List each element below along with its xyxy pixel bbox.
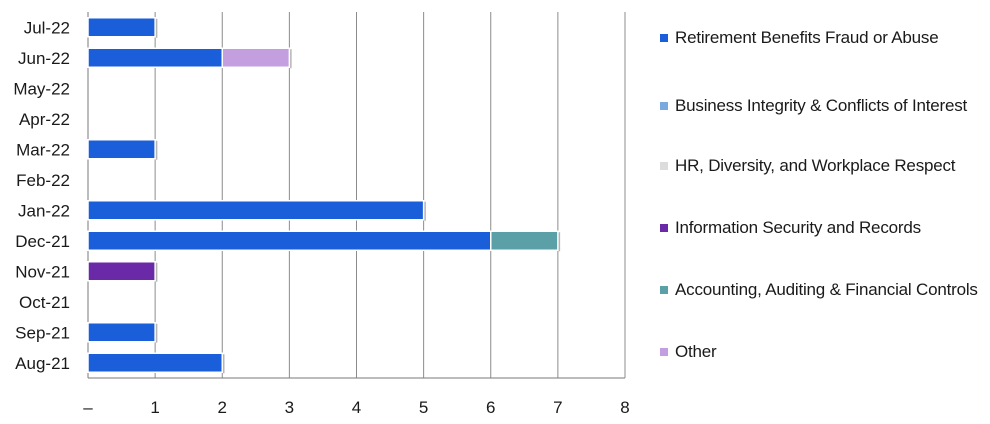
y-tick-label: Feb-22 [16,171,70,190]
bar-segment [87,139,156,160]
y-tick-label: Sep-21 [15,323,70,342]
y-tick-label: May-22 [13,79,70,98]
bar-segment [87,230,492,251]
legend-item: Other [660,340,985,364]
legend-swatch [660,348,668,356]
legend-swatch [660,162,668,170]
bar-segment [87,261,156,282]
legend-item: Retirement Benefits Fraud or Abuse [660,26,985,50]
x-tick-label: 7 [553,398,562,417]
bar-segment [87,200,425,221]
y-tick-label: Mar-22 [16,140,70,159]
legend-item: Information Security and Records [660,216,985,240]
bar-segment [221,47,291,68]
legend-item: Business Integrity & Conflicts of Intere… [660,94,985,118]
x-tick-label: 4 [352,398,361,417]
bar-segment [87,17,156,38]
y-tick-label: Aug-21 [15,354,70,373]
legend-label: Accounting, Auditing & Financial Control… [675,280,978,299]
legend-swatch [660,102,668,110]
bar-segment [490,230,559,251]
bar-segment [87,47,223,68]
y-tick-label: Dec-21 [15,232,70,251]
y-tick-label: Oct-21 [19,293,70,312]
x-tick-label: 5 [419,398,428,417]
legend-swatch [660,286,668,294]
legend-label: Business Integrity & Conflicts of Intere… [675,96,968,115]
x-tick-label: 6 [486,398,495,417]
y-tick-label: Nov-21 [15,262,70,281]
legend-label: Information Security and Records [675,218,921,237]
x-tick-label: 3 [285,398,294,417]
x-tick-label: – [83,398,93,417]
x-tick-label: 1 [150,398,159,417]
x-tick-label: 8 [620,398,629,417]
bar-segment [87,322,156,343]
y-tick-label: Apr-22 [19,110,70,129]
legend-swatch [660,224,668,232]
legend-label: HR, Diversity, and Workplace Respect [675,156,956,175]
legend-label: Retirement Benefits Fraud or Abuse [675,28,939,47]
y-tick-label: Jan-22 [18,201,70,220]
x-tick-label: 2 [218,398,227,417]
y-tick-label: Jul-22 [24,18,70,37]
legend-item: HR, Diversity, and Workplace Respect [660,154,985,178]
legend-swatch [660,34,668,42]
y-tick-label: Jun-22 [18,49,70,68]
legend-item: Accounting, Auditing & Financial Control… [660,278,985,302]
legend-label: Other [675,342,717,361]
bar-segment [87,352,223,373]
